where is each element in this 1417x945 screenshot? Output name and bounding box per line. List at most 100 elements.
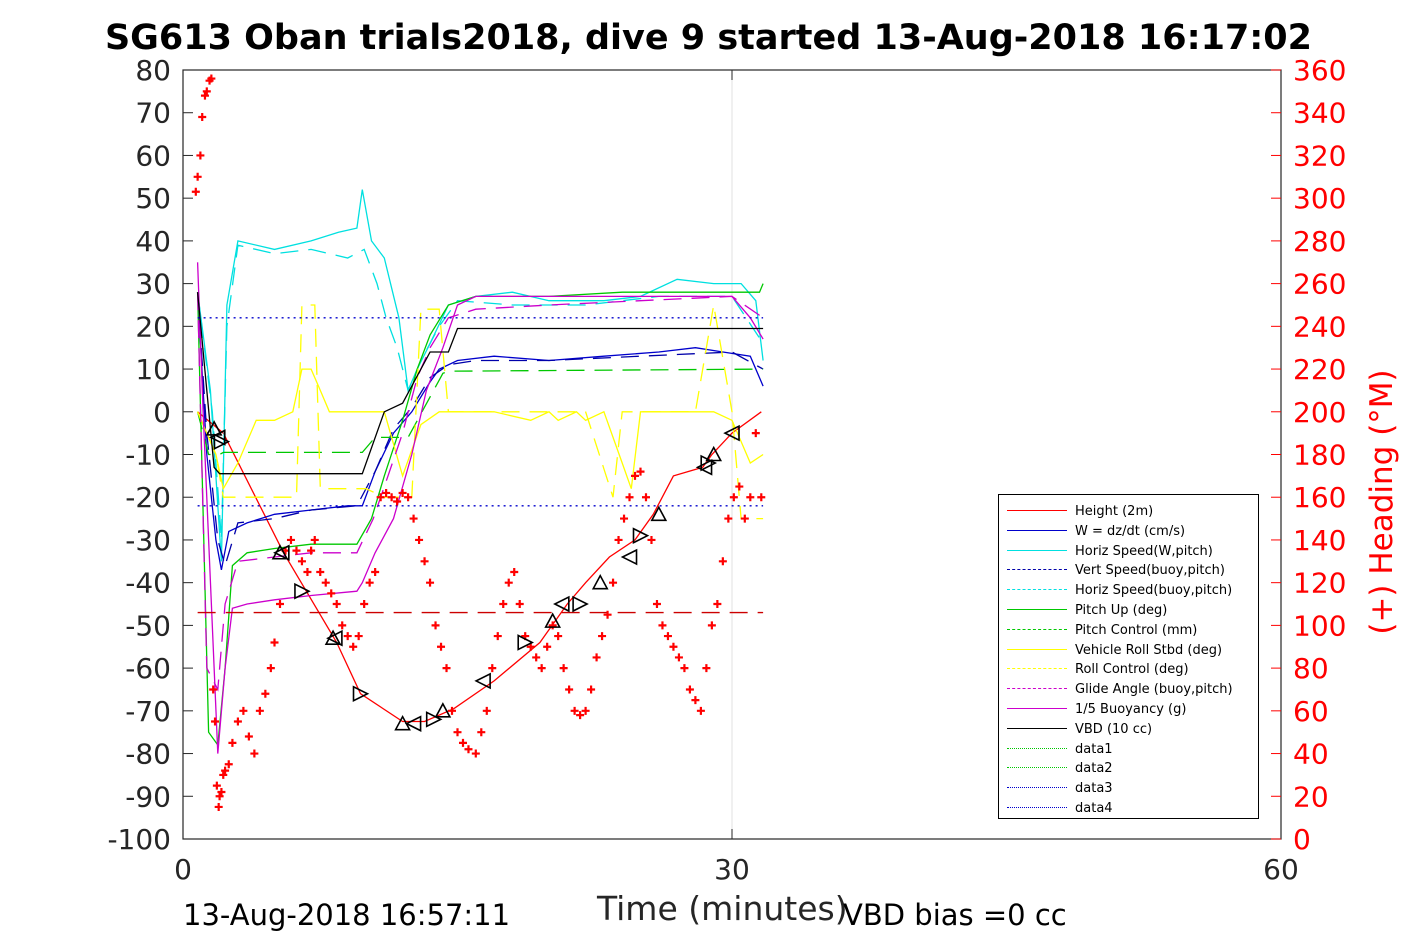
heading-point [426, 578, 435, 587]
series-line-5 [196, 283, 764, 747]
y-tick-label: -20 [125, 481, 171, 514]
heading-point [696, 706, 705, 715]
heading-point [724, 514, 733, 523]
triangle-marker [705, 445, 723, 462]
heading-point [360, 600, 369, 609]
vbd-bias-text: VBD bias =0 cc [843, 898, 1067, 932]
legend-label: Vert Speed(buoy,pitch) [1075, 563, 1225, 579]
tick-layer: 0 30 60-100-90-80-70-60-50-40-30-20-100102… [107, 54, 1346, 886]
heading-point [233, 717, 242, 726]
legend-entry: Glide Angle (buoy,pitch) [999, 679, 1260, 699]
heading-point [261, 689, 270, 698]
y-tick-label: 50 [135, 182, 171, 215]
heading-point [409, 514, 418, 523]
legend-label: 1/5 Buoyancy (g) [1075, 702, 1187, 717]
heading-point [327, 589, 336, 598]
heading-point [332, 600, 341, 609]
heading-point [581, 706, 590, 715]
y-tick-label: -80 [125, 738, 171, 771]
series-line-10 [196, 262, 764, 754]
heading-point [713, 600, 722, 609]
heading-point [448, 706, 457, 715]
y2-tick-label: 340 [1293, 97, 1346, 130]
triangle-marker [553, 595, 570, 613]
y-tick-label: -30 [125, 524, 171, 557]
legend-swatch [1007, 787, 1067, 789]
heading-point [371, 567, 380, 576]
x-tick-label: 0 [174, 853, 192, 886]
legend-label: data3 [1075, 781, 1113, 797]
heading-point [239, 706, 248, 715]
legend-entry: Height (2m) [999, 501, 1260, 521]
heading-point [307, 546, 316, 555]
heading-point [275, 600, 284, 609]
heading-point [442, 664, 451, 673]
x-tick-label: 60 [1263, 853, 1299, 886]
heading-point [570, 706, 579, 715]
legend-swatch [1007, 668, 1067, 670]
heading-point [338, 621, 347, 630]
triangle-marker [213, 433, 231, 450]
heading-point [631, 471, 640, 480]
series-line-11 [196, 292, 764, 475]
heading-point [620, 514, 629, 523]
legend-entry: Roll Control (deg) [999, 659, 1260, 679]
legend-swatch [1007, 688, 1067, 690]
heading-point [193, 172, 202, 181]
legend-label: Height (2m) [1075, 504, 1154, 519]
heading-point [669, 642, 678, 651]
heading-point [658, 621, 667, 630]
series-line-6 [196, 368, 764, 456]
y-tick-label: 10 [135, 353, 171, 386]
y-tick-label: 70 [135, 97, 171, 130]
y-tick-label: -50 [125, 609, 171, 642]
legend-entry: data3 [999, 778, 1260, 798]
heading-point [641, 493, 650, 502]
y2-tick-label: 260 [1293, 268, 1346, 301]
y-tick-label: -90 [125, 780, 171, 813]
legend-swatch [1007, 767, 1067, 769]
heading-point [691, 696, 700, 705]
heading-point [217, 788, 226, 797]
y2-tick-label: 40 [1293, 738, 1329, 771]
heading-point [376, 493, 385, 502]
heading-point [297, 557, 306, 566]
heading-point [493, 632, 502, 641]
triangle-marker [632, 527, 650, 544]
legend: Height (2m) W = dz/dt (cm/s) Horiz Speed(W… [998, 494, 1259, 819]
heading-point [674, 653, 683, 662]
heading-point [191, 187, 200, 196]
series-line-4 [196, 244, 764, 540]
y2-tick-label: 220 [1293, 353, 1346, 386]
triangle-marker [700, 454, 717, 472]
legend-entry: data1 [999, 739, 1260, 759]
legend-swatch [1007, 708, 1067, 709]
heading-point [537, 664, 546, 673]
heading-point [415, 535, 424, 544]
legend-label: Pitch Control (mm) [1075, 622, 1198, 638]
heading-point [207, 74, 216, 83]
y2-tick-label: 280 [1293, 225, 1346, 258]
heading-point [707, 621, 716, 630]
legend-entry: Vehicle Roll Stbd (deg) [999, 640, 1260, 660]
legend-swatch [1007, 549, 1067, 551]
y-tick-label: -40 [125, 567, 171, 600]
heading-point [365, 578, 374, 587]
y2-tick-label: 120 [1293, 567, 1346, 600]
triangle-marker [208, 429, 226, 446]
y2-tick-label: 20 [1293, 780, 1329, 813]
heading-point [215, 792, 224, 801]
y-tick-label: 0 [153, 396, 171, 429]
series-layer [196, 189, 764, 754]
series-line-3 [196, 292, 764, 568]
heading-point [349, 642, 358, 651]
heading-point [482, 706, 491, 715]
y2-tick-label: 360 [1293, 54, 1346, 87]
heading-point [592, 653, 601, 662]
heading-point [211, 717, 220, 726]
y-tick-label: 20 [135, 310, 171, 343]
heading-point [310, 535, 319, 544]
heading-point [515, 600, 524, 609]
heading-point [303, 567, 312, 576]
legend-entry: VBD (10 cc) [999, 719, 1260, 739]
